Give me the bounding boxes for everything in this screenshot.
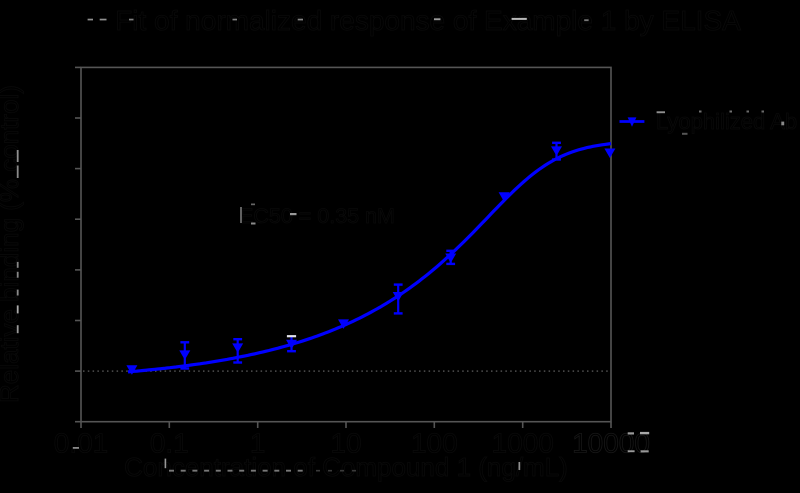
svg-text:1: 1	[250, 428, 266, 459]
svg-text:120: 120	[30, 103, 73, 133]
svg-text:0.1: 0.1	[150, 428, 189, 459]
svg-text:0: 0	[59, 407, 73, 437]
svg-text:60: 60	[44, 255, 73, 285]
svg-text:10000: 10000	[572, 428, 650, 459]
svg-text:100: 100	[30, 154, 73, 184]
svg-text:Concentration of Compound 1 (n: Concentration of Compound 1 (ng/mL)	[124, 452, 568, 482]
svg-text:Fit of normalized response of: Fit of normalized response of Example 1 …	[115, 5, 741, 36]
svg-text:20: 20	[44, 356, 73, 386]
svg-text:40: 40	[44, 306, 73, 336]
svg-text:1000: 1000	[492, 428, 554, 459]
svg-text:EC50 = 0.35 nM: EC50 = 0.35 nM	[239, 204, 395, 228]
svg-text:80: 80	[44, 204, 73, 234]
svg-text:140: 140	[30, 52, 73, 82]
svg-text:Relative binding (% control): Relative binding (% control)	[0, 85, 24, 403]
svg-text:100: 100	[411, 428, 458, 459]
svg-text:Lyophilized Ab: Lyophilized Ab	[656, 109, 797, 134]
svg-text:0.01: 0.01	[54, 428, 109, 459]
svg-text:10: 10	[330, 428, 361, 459]
